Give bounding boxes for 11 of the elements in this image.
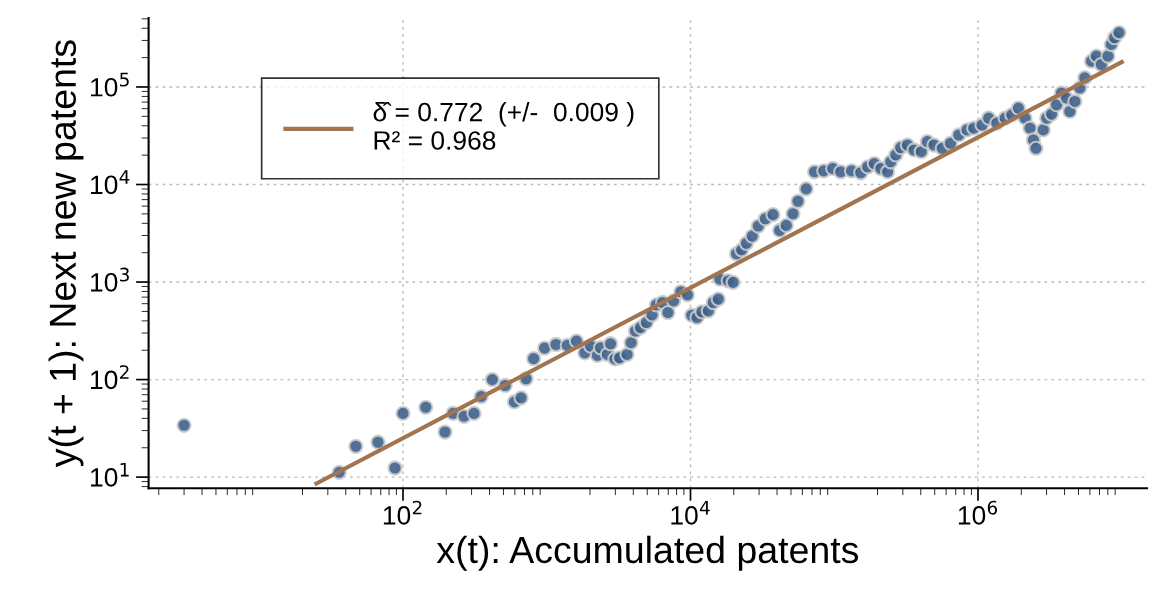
y-tick-label: 10$^{2}$: [91, 365, 129, 390]
x-tick-label: 10$^{4}$: [671, 500, 710, 525]
y-axis-title: y(t + 1): Next new patents: [48, 40, 84, 468]
x-axis-title: x(t): Accumulated patents: [436, 535, 859, 571]
y-tick-label: 10$^{3}$: [91, 267, 129, 292]
y-tick-label: 10$^{5}$: [91, 72, 129, 97]
y-tick-label: 10$^{1}$: [91, 462, 129, 487]
legend-label: δ̂ = 0.772 (+/- 0.009 ) R² = 0.968: [373, 101, 634, 150]
x-tick-label: 10$^{2}$: [383, 500, 422, 525]
x-tick-label: 10$^{6}$: [958, 500, 998, 525]
y-tick-label: 10$^{4}$: [91, 170, 130, 195]
